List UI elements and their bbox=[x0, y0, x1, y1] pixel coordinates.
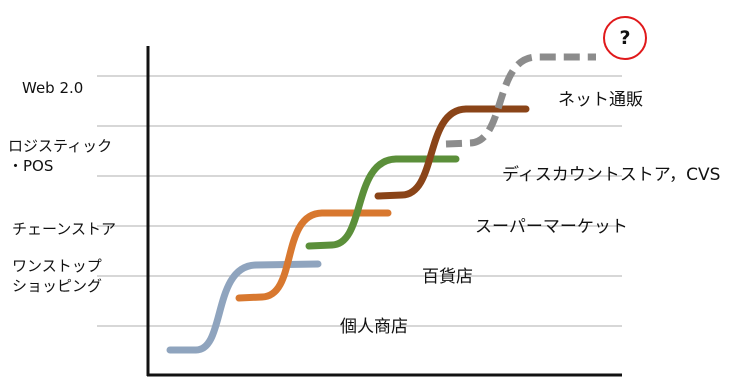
label-discount-store-cvs: ディスカウントストア，CVS bbox=[502, 165, 721, 185]
label-individual-shop: 個人商店 bbox=[340, 317, 408, 337]
mailorder-curve bbox=[445, 53, 596, 148]
question-mark-text: ? bbox=[619, 27, 631, 49]
label-supermarket: スーパーマーケット bbox=[475, 217, 628, 237]
label-one-stop-shopping: ワンストップ ショッピング bbox=[12, 257, 103, 295]
label-online-mail-order: ネット通販 bbox=[558, 90, 643, 110]
supermarket-curve bbox=[305, 155, 460, 250]
gridlines bbox=[97, 75, 622, 327]
s-curves bbox=[166, 53, 596, 354]
axes bbox=[146, 46, 622, 377]
department-curve bbox=[235, 209, 392, 302]
label-department-store: 百貨店 bbox=[422, 267, 473, 287]
individual-curve bbox=[166, 260, 322, 354]
label-logistics-pos: ロジスティック ・POS bbox=[8, 137, 113, 175]
label-web2: Web 2.0 bbox=[22, 79, 84, 97]
label-chain-store: チェーンストア bbox=[12, 220, 116, 238]
unknown-future-marker: ? bbox=[603, 16, 647, 60]
discount-curve bbox=[374, 105, 530, 200]
